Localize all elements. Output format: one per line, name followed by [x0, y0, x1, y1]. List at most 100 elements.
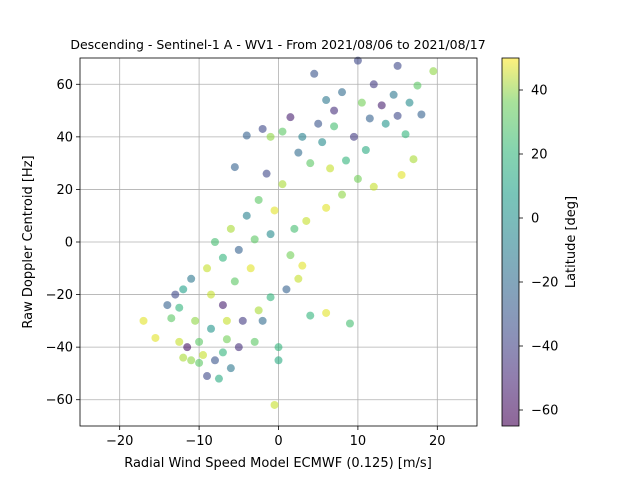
- data-point: [258, 316, 267, 325]
- y-tick-label: −60: [46, 393, 73, 408]
- colorbar-tick-label: 40: [531, 84, 548, 99]
- data-point: [175, 303, 184, 312]
- data-point: [179, 353, 188, 362]
- data-point: [302, 216, 311, 225]
- data-point: [266, 293, 275, 302]
- x-axis: −20 −10 0 10 20: [106, 426, 446, 449]
- y-tick-label: 60: [56, 78, 73, 93]
- data-point: [270, 206, 279, 215]
- data-point: [222, 335, 231, 344]
- colorbar-tick-label: −40: [531, 340, 558, 355]
- colorbar-label: Latitude [deg]: [564, 196, 579, 288]
- y-axis-label: Raw Doppler Centroid [Hz]: [21, 155, 36, 328]
- data-point: [187, 356, 196, 365]
- data-point: [365, 114, 374, 123]
- data-point: [274, 343, 283, 352]
- data-point: [326, 164, 335, 173]
- data-point: [179, 285, 188, 294]
- data-point: [214, 374, 223, 383]
- data-point: [306, 311, 315, 320]
- data-point: [278, 127, 287, 136]
- data-point: [230, 277, 239, 286]
- data-point: [171, 290, 180, 299]
- data-point: [203, 372, 212, 381]
- data-point: [341, 156, 350, 165]
- data-point: [258, 124, 267, 133]
- data-point: [207, 324, 216, 333]
- data-point: [242, 211, 251, 220]
- data-point: [266, 132, 275, 141]
- data-point: [377, 101, 386, 110]
- data-point: [286, 113, 295, 122]
- data-point: [409, 155, 418, 164]
- data-point: [389, 90, 398, 99]
- data-point: [230, 163, 239, 172]
- data-point: [195, 358, 204, 367]
- colorbar-tick-label: 0: [531, 212, 539, 227]
- data-point: [218, 348, 227, 357]
- y-tick-label: 40: [56, 130, 73, 145]
- data-point: [222, 316, 231, 325]
- data-point: [191, 316, 200, 325]
- data-point: [369, 80, 378, 89]
- x-tick-label: 20: [429, 434, 446, 449]
- chart-title: Descending - Sentinel-1 A - WV1 - From 2…: [70, 37, 485, 52]
- colorbar-axis: −60 −40 −20 0 20 40: [519, 84, 558, 419]
- data-point: [218, 301, 227, 310]
- data-point: [274, 356, 283, 365]
- data-point: [349, 132, 358, 141]
- data-point: [278, 180, 287, 189]
- colorbar-tick-label: −20: [531, 276, 558, 291]
- data-point: [242, 131, 251, 140]
- data-point: [167, 314, 176, 323]
- data-point: [254, 195, 263, 204]
- x-axis-label: Radial Wind Speed Model ECMWF (0.125) [m…: [124, 456, 432, 471]
- x-tick-label: −10: [185, 434, 212, 449]
- data-point: [175, 337, 184, 346]
- data-point: [381, 119, 390, 128]
- data-point: [234, 245, 243, 254]
- data-point: [322, 308, 331, 317]
- data-point: [183, 343, 192, 352]
- data-point: [210, 238, 219, 246]
- data-point: [429, 67, 438, 76]
- data-point: [218, 253, 227, 262]
- data-point: [294, 274, 303, 283]
- data-point: [353, 56, 362, 65]
- colorbar-tick-label: −60: [531, 404, 558, 419]
- data-point: [417, 110, 426, 119]
- data-point: [250, 337, 259, 346]
- data-point: [226, 364, 235, 373]
- data-point: [338, 190, 347, 199]
- data-point: [393, 111, 402, 120]
- data-point: [357, 98, 366, 107]
- data-point: [361, 146, 370, 154]
- colorbar: [502, 58, 519, 426]
- data-point: [187, 274, 196, 283]
- y-tick-label: −20: [46, 288, 73, 303]
- data-point: [322, 203, 331, 212]
- data-point: [345, 319, 354, 328]
- data-point: [210, 356, 219, 365]
- data-point: [254, 306, 263, 315]
- data-point: [163, 301, 172, 310]
- data-point: [246, 264, 255, 273]
- colorbar-tick-label: 20: [531, 148, 548, 163]
- data-point: [266, 230, 275, 239]
- data-point: [290, 224, 299, 233]
- y-tick-label: 0: [65, 236, 73, 251]
- data-point: [401, 130, 410, 139]
- data-point: [353, 174, 362, 183]
- data-point: [314, 119, 323, 128]
- data-point: [286, 251, 295, 260]
- data-point: [330, 122, 339, 131]
- data-point: [238, 316, 247, 325]
- x-tick-label: −20: [106, 434, 133, 449]
- data-point: [298, 132, 307, 141]
- data-point: [318, 138, 327, 147]
- data-point: [338, 88, 347, 97]
- data-point: [298, 261, 307, 270]
- x-tick-label: 0: [274, 434, 282, 449]
- data-point: [199, 351, 208, 360]
